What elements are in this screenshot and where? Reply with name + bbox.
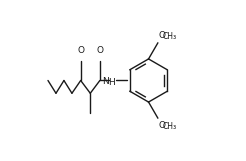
Text: O: O [159,121,166,130]
Text: O: O [159,31,166,40]
Text: CH₃: CH₃ [163,32,177,41]
Text: CH₃: CH₃ [163,122,177,131]
Text: O: O [96,46,103,55]
Text: N: N [102,77,109,86]
Text: H: H [108,78,114,87]
Text: O: O [77,46,84,55]
